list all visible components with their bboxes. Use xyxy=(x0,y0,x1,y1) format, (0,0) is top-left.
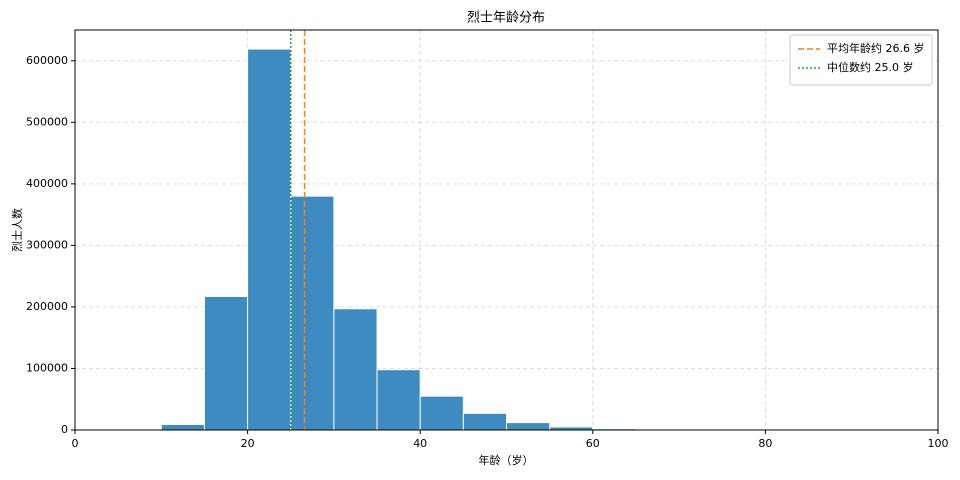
chart-title: 烈士年龄分布 xyxy=(467,11,545,26)
x-tick-label: 60 xyxy=(586,437,600,450)
legend-label: 中位数约 25.0 岁 xyxy=(827,60,914,74)
x-tick-label: 0 xyxy=(72,437,79,450)
bar xyxy=(203,295,249,431)
legend-label: 平均年龄约 26.6 岁 xyxy=(827,41,925,55)
legend-box xyxy=(789,34,933,86)
bar xyxy=(160,423,205,431)
x-tick-label: 80 xyxy=(758,437,772,450)
y-tick-label: 0 xyxy=(61,423,68,436)
bar xyxy=(333,308,378,431)
y-tick-label: 300000 xyxy=(26,238,68,251)
bar xyxy=(247,48,292,431)
bar xyxy=(419,395,464,431)
bar xyxy=(462,412,508,431)
plot-frame xyxy=(74,29,939,431)
x-axis-label: 年龄（岁） xyxy=(479,453,534,467)
y-tick-label: 200000 xyxy=(26,300,68,313)
x-tick-label: 40 xyxy=(413,437,427,450)
bar xyxy=(376,369,421,431)
x-tick-label: 100 xyxy=(928,437,949,450)
y-tick-label: 100000 xyxy=(26,361,68,374)
y-tick-label: 500000 xyxy=(26,115,68,128)
y-tick-label: 400000 xyxy=(26,177,68,190)
bar xyxy=(290,195,335,431)
y-tick-label: 600000 xyxy=(26,54,68,67)
x-tick-label: 20 xyxy=(241,437,255,450)
bar xyxy=(506,422,551,431)
y-axis-label: 烈士人数 xyxy=(10,208,24,252)
